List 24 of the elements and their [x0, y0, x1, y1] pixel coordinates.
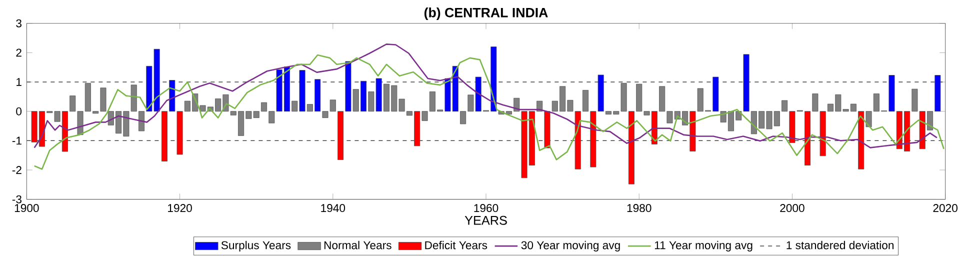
legend-label: 11 Year moving avg [654, 240, 752, 252]
y-tick-label: 1 [16, 78, 22, 86]
legend-label: 30 Year moving avg [521, 240, 620, 252]
x-tick-label: 2000 [780, 204, 804, 212]
legend-label: Deficit Years [425, 240, 488, 250]
chart-title: (b) CENTRAL INDIA [424, 8, 548, 20]
x-tick-label: 1980 [627, 204, 652, 212]
x-tick-label: 1920 [168, 204, 192, 212]
x-axis-title: YEARS [464, 216, 507, 225]
y-tick-label: 2 [16, 48, 22, 57]
line-series [34, 43, 938, 148]
legend-label: 1 standered deviation [786, 240, 894, 250]
legend-label: Normal Years [324, 240, 392, 250]
y-tick-label: 3 [16, 19, 22, 28]
y-tick-label: 0 [16, 107, 22, 116]
y-tick-label: -3 [12, 195, 22, 204]
x-tick-label: 2020 [933, 204, 958, 212]
x-tick-label: 1960 [474, 204, 498, 212]
legend-label: Surplus Years [221, 240, 291, 252]
x-tick-label: 1940 [321, 204, 346, 212]
x-tick-label: 1900 [14, 204, 39, 212]
y-tick-label: -2 [12, 166, 22, 174]
y-tick-label: -1 [12, 136, 22, 145]
line-series [34, 54, 944, 170]
